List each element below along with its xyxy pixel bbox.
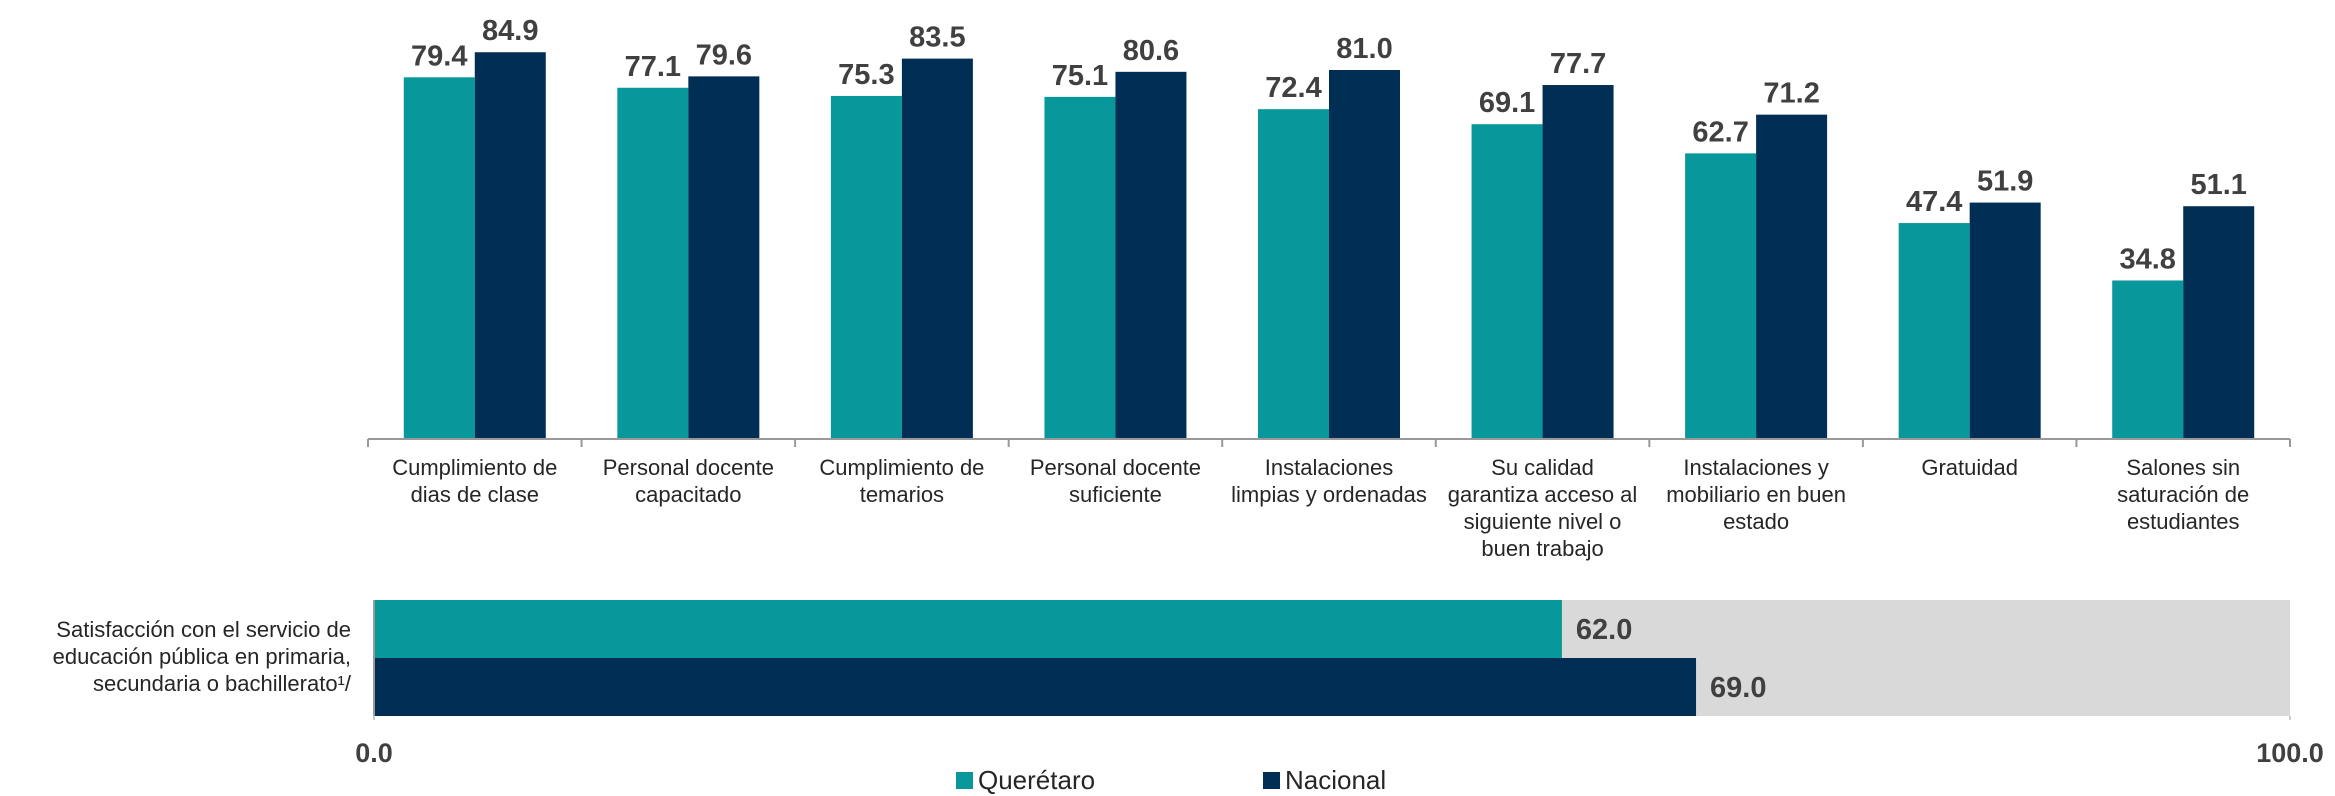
value-label: 69.0 <box>1710 672 1766 704</box>
value-label: 80.6 <box>1123 35 1179 67</box>
bar <box>617 87 689 440</box>
value-label: 62.0 <box>1576 614 1632 646</box>
value-label: 77.1 <box>625 51 681 83</box>
legend-label: Querétaro <box>978 765 1095 795</box>
x-tick-label: Cumplimiento de temarios <box>819 455 985 507</box>
value-label: 83.5 <box>909 22 965 54</box>
value-label: 75.1 <box>1052 60 1108 92</box>
bar <box>830 95 902 439</box>
legend-label: Nacional <box>1285 765 1386 795</box>
bar <box>1471 124 1543 439</box>
value-label: 62.7 <box>1692 116 1748 148</box>
legend-swatch <box>1263 772 1280 789</box>
value-label: 71.2 <box>1763 78 1819 110</box>
legend-swatch <box>956 772 973 789</box>
x-tick-label: Personal docente capacitado <box>602 455 774 507</box>
bar <box>374 658 1697 716</box>
value-label: 75.3 <box>838 59 894 91</box>
bar <box>1756 114 1828 440</box>
x-tick-label: Gratuidad <box>1921 455 2018 480</box>
value-label: 84.9 <box>482 15 538 47</box>
bar <box>901 58 973 439</box>
bar <box>1258 109 1329 439</box>
y-tick-label: Satisfacción con el servicio de educació… <box>52 617 351 696</box>
x-tick-label: Cumplimiento de dias de clase <box>392 455 558 507</box>
value-label: 34.8 <box>2119 243 2175 275</box>
x-tick-label: 100.0 <box>2256 738 2324 768</box>
bar <box>1115 71 1187 440</box>
value-label: 51.1 <box>2190 169 2246 201</box>
value-label: 79.4 <box>411 40 467 72</box>
x-tick-label: 0.0 <box>355 738 393 768</box>
x-tick-label: Personal docente suficiente <box>1029 455 1202 507</box>
value-label: 69.1 <box>1479 87 1535 119</box>
value-label: 72.4 <box>1265 72 1321 104</box>
bar <box>403 77 475 440</box>
bar <box>1685 153 1757 439</box>
value-label: 79.6 <box>696 39 752 71</box>
value-label: 51.9 <box>1977 166 2033 198</box>
x-tick-label: Su calidad garantiza acceso al siguiente… <box>1447 455 1638 561</box>
bar <box>2112 280 2184 439</box>
bar <box>1898 223 1970 439</box>
bar <box>2183 206 2255 439</box>
value-label: 77.7 <box>1550 48 1606 80</box>
bar <box>1044 96 1116 439</box>
bar <box>474 52 546 439</box>
bar <box>374 600 1562 658</box>
value-label: 81.0 <box>1336 33 1392 65</box>
bar <box>1329 70 1400 439</box>
x-tick-label: Instalaciones limpias y ordenadas <box>1231 455 1427 507</box>
x-tick-label: Salones sin saturación de estudiantes <box>2117 455 2250 534</box>
x-tick-label: Instalaciones y mobiliario en buen estad… <box>1666 455 1846 534</box>
bar <box>688 76 760 439</box>
bar <box>1969 202 2041 439</box>
bar <box>1542 85 1614 440</box>
value-label: 47.4 <box>1906 186 1962 218</box>
